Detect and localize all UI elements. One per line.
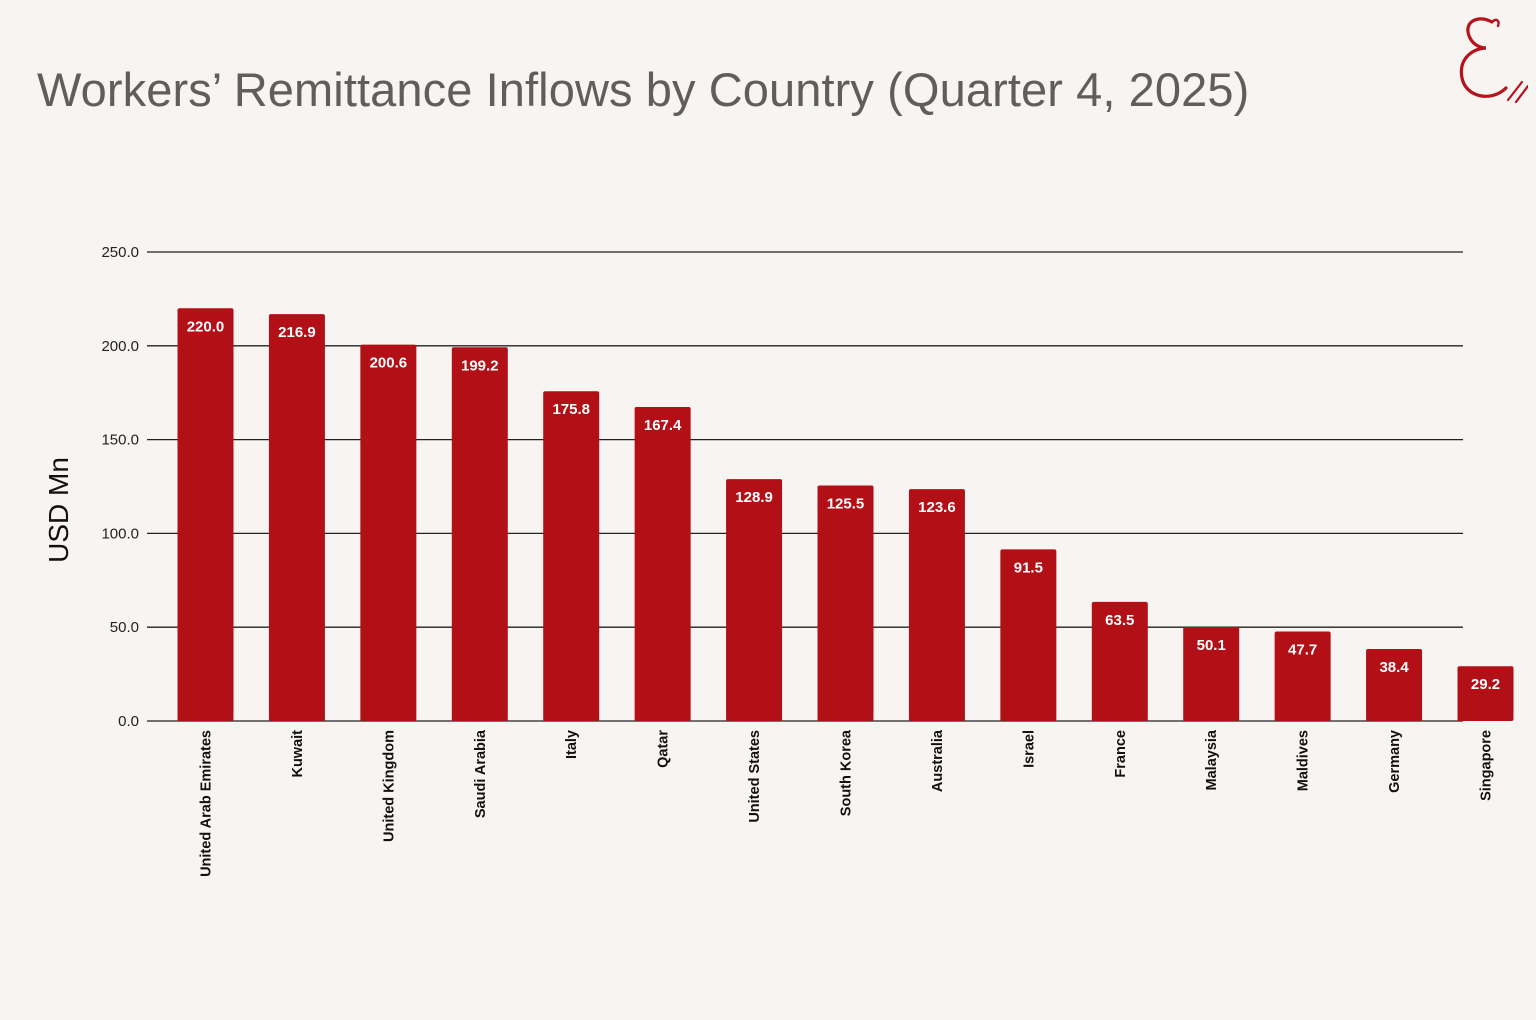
bar-value-label: 175.8 — [552, 401, 590, 418]
bar-value-label: 47.7 — [1288, 642, 1317, 659]
bar-value-label: 167.4 — [644, 417, 682, 434]
x-tick-label: France — [1113, 730, 1129, 778]
bar-value-label: 123.6 — [918, 499, 956, 516]
bar — [451, 347, 508, 721]
y-tick-label: 0.0 — [118, 713, 139, 730]
bar — [177, 308, 234, 721]
bar — [268, 314, 325, 721]
bar — [1183, 627, 1240, 721]
y-tick-label: 250.0 — [101, 244, 139, 261]
x-tick-label: Italy — [564, 730, 580, 759]
bar-value-label: 199.2 — [461, 357, 499, 374]
bar-value-label: 50.1 — [1197, 637, 1226, 654]
x-tick-label: Malaysia — [1204, 729, 1220, 790]
bar — [1457, 666, 1514, 721]
chart-title: Workers’ Remittance Inflows by Country (… — [37, 63, 1250, 116]
bar — [1000, 549, 1057, 721]
y-tick-label: 200.0 — [101, 338, 139, 355]
y-tick-label: 50.0 — [110, 619, 139, 636]
brand-e-logo-icon — [1459, 17, 1528, 104]
bar — [634, 406, 691, 721]
bar-value-label: 216.9 — [278, 324, 316, 341]
bar — [1274, 631, 1331, 721]
x-tick-label: Kuwait — [290, 730, 306, 778]
x-tick-label: Qatar — [656, 730, 672, 768]
x-tick-label: Singapore — [1479, 730, 1495, 801]
x-tick-label: South Korea — [839, 729, 855, 816]
bar — [543, 391, 600, 721]
x-tick-label: United Arab Emirates — [199, 730, 215, 877]
bar — [360, 344, 417, 721]
x-tick-label: Australia — [930, 729, 946, 792]
x-tick-label: Israel — [1021, 730, 1037, 768]
x-tick-label: Maldives — [1296, 730, 1312, 791]
bar — [1366, 648, 1423, 721]
bar-value-label: 63.5 — [1105, 612, 1134, 629]
bar — [817, 485, 874, 721]
y-tick-label: 150.0 — [101, 432, 139, 449]
bar-value-label: 91.5 — [1014, 559, 1043, 576]
bar-value-label: 38.4 — [1379, 659, 1409, 676]
x-tick-label: United Kingdom — [381, 730, 397, 842]
bar — [726, 479, 783, 721]
y-tick-label: 100.0 — [101, 525, 139, 542]
x-tick-label: Germany — [1387, 730, 1403, 793]
bar-value-label: 125.5 — [827, 496, 865, 513]
bar — [908, 489, 965, 721]
x-tick-label: United States — [747, 730, 763, 823]
bar — [1091, 601, 1148, 721]
bar-value-label: 29.2 — [1471, 676, 1500, 693]
bar-value-label: 220.0 — [187, 318, 225, 335]
bar-value-label: 200.6 — [370, 355, 408, 372]
bar-value-label: 128.9 — [735, 489, 773, 506]
y-axis-label: USD Mn — [43, 457, 74, 563]
x-tick-label: Saudi Arabia — [473, 729, 489, 818]
